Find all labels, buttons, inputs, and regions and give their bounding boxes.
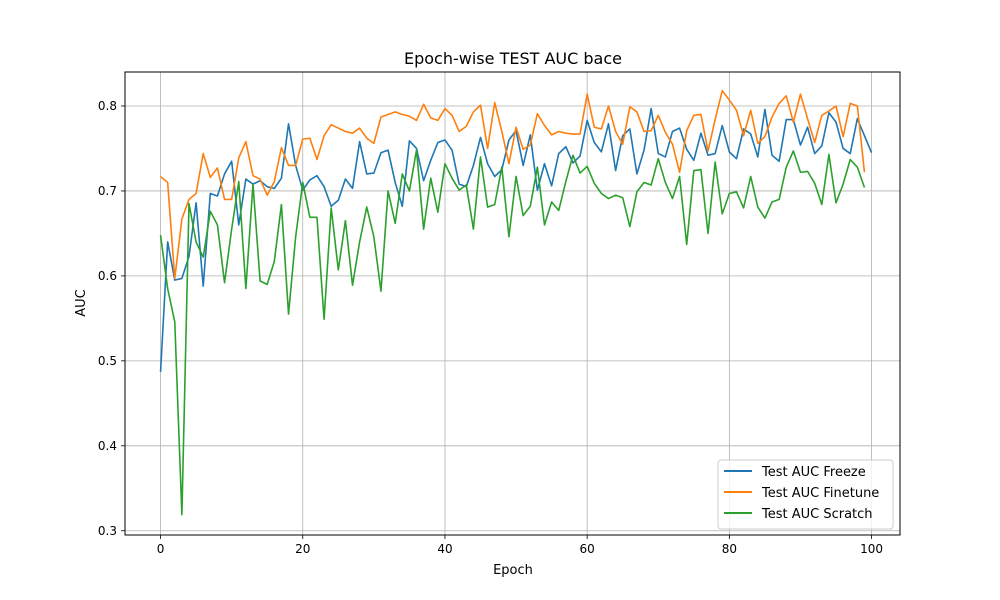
x-axis-label: Epoch <box>493 563 533 578</box>
series-line-2 <box>160 89 866 280</box>
legend-label-1: Test AUC Freeze <box>761 465 866 480</box>
x-tick-label: 80 <box>722 542 737 556</box>
y-axis-label: AUC <box>74 289 89 317</box>
y-tick-label: 0.4 <box>98 439 117 453</box>
plot-frame <box>124 71 901 536</box>
legend-label-3: Test AUC Scratch <box>761 507 873 522</box>
chart-title: Epoch-wise TEST AUC bace <box>404 49 622 68</box>
plot-lines <box>159 89 873 516</box>
grid <box>125 72 900 535</box>
y-axis-ticks: 0.3 0.4 0.5 0.6 0.7 0.8 <box>98 99 125 538</box>
y-tick-label: 0.5 <box>98 354 117 368</box>
x-tick-label: 60 <box>580 542 595 556</box>
y-tick-label: 0.3 <box>98 524 117 538</box>
x-tick-label: 0 <box>157 542 165 556</box>
x-tick-label: 40 <box>437 542 452 556</box>
y-tick-label: 0.8 <box>98 99 117 113</box>
y-tick-label: 0.6 <box>98 269 117 283</box>
legend-label-2: Test AUC Finetune <box>761 486 879 501</box>
series-line-3 <box>159 149 866 516</box>
x-tick-label: 100 <box>860 542 883 556</box>
legend-box <box>717 459 894 530</box>
legend: Test AUC Freeze Test AUC Finetune Test AUC… <box>717 459 894 530</box>
y-tick-label: 0.7 <box>98 184 117 198</box>
x-tick-label: 20 <box>295 542 310 556</box>
x-axis-ticks: 0 20 40 60 80 100 <box>157 535 883 556</box>
